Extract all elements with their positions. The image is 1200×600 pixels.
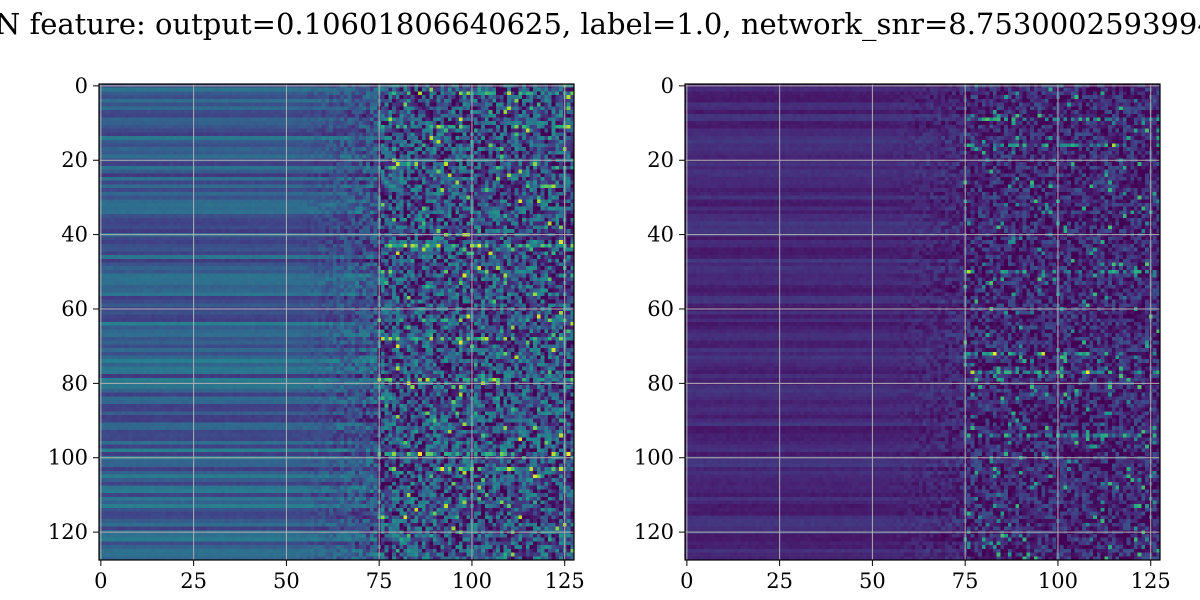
y-tick-label: 100 <box>48 446 88 470</box>
y-tick-label: 0 <box>661 74 674 98</box>
x-tick-label: 75 <box>366 569 393 593</box>
y-tick-label: 60 <box>647 297 674 321</box>
x-tick-label: 75 <box>952 569 979 593</box>
y-tick-label: 100 <box>634 446 674 470</box>
y-tick-label: 0 <box>75 74 88 98</box>
chart-title: CNN feature: output=0.10601806640625, la… <box>0 7 1200 42</box>
x-tick-label: 50 <box>273 569 300 593</box>
x-tick-label: 125 <box>545 569 585 593</box>
plot-frame <box>684 83 1161 561</box>
heatmap-panel-right: 0 25 50 75 100 125 0 20 40 60 80 100 120 <box>634 74 1171 593</box>
x-tick-label: 0 <box>94 569 107 593</box>
y-tick-label: 20 <box>647 148 674 172</box>
heatmap-image <box>99 84 574 560</box>
x-tick-label: 25 <box>766 569 793 593</box>
y-tick-label: 120 <box>48 520 88 544</box>
y-tick-label: 80 <box>647 371 674 395</box>
y-tick-label: 40 <box>647 223 674 247</box>
x-tick-label: 125 <box>1131 569 1171 593</box>
x-tick-label: 100 <box>1038 569 1078 593</box>
x-tick-label: 0 <box>680 569 693 593</box>
y-tick-label: 20 <box>61 148 88 172</box>
x-tick-label: 25 <box>180 569 207 593</box>
y-tick-label: 120 <box>634 520 674 544</box>
y-tick-label: 80 <box>61 371 88 395</box>
heatmap-image <box>685 84 1160 560</box>
x-tick-label: 100 <box>452 569 492 593</box>
y-tick-label: 60 <box>61 297 88 321</box>
plot-frame <box>98 83 575 561</box>
heatmap-panel-left: 0 25 50 75 100 125 0 20 40 60 80 100 120 <box>48 74 585 593</box>
x-tick-label: 50 <box>859 569 886 593</box>
y-tick-label: 40 <box>61 223 88 247</box>
